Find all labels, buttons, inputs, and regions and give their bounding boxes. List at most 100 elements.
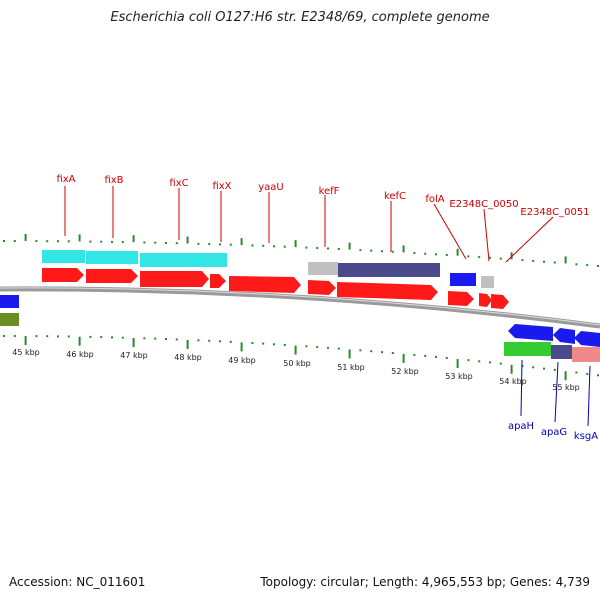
label-kefF: kefF [319, 186, 340, 197]
major-tick [186, 339, 189, 349]
minor-tick [575, 263, 578, 266]
minor-tick [467, 255, 470, 258]
feature-apaH-outer[interactable] [504, 342, 551, 356]
minor-tick [327, 346, 329, 349]
ruler-label-50: 50 kbp [283, 359, 311, 368]
minor-tick [165, 338, 167, 340]
label-kefC: kefC [384, 191, 406, 202]
label-apaG: apaG [541, 427, 567, 438]
feature-kefC-outer[interactable] [338, 263, 440, 277]
genome-summary: Topology: circular; Length: 4,965,553 bp… [260, 575, 590, 589]
minor-tick [575, 371, 578, 374]
cds-0050[interactable] [479, 293, 492, 307]
minor-tick [283, 343, 286, 346]
feature-folA-outer[interactable] [450, 273, 476, 286]
label-fixX: fixX [212, 181, 231, 192]
minor-tick [305, 246, 308, 249]
lower-tick-ring [3, 335, 599, 381]
label-apaH: apaH [508, 421, 534, 432]
cds-fixC[interactable] [140, 271, 209, 287]
label-E2348C_0050: E2348C_0050 [449, 199, 518, 210]
minor-tick [121, 336, 124, 339]
leader-ksgA [587, 365, 591, 427]
minor-tick [208, 339, 211, 342]
ruler-label-52: 52 kbp [391, 367, 419, 376]
feature-kefF-outer[interactable] [308, 262, 338, 275]
major-tick [24, 234, 27, 241]
minor-tick [100, 336, 103, 339]
ruler-label-55: 55 kbp [552, 383, 580, 392]
major-tick [240, 238, 243, 246]
feature-fixA-outer[interactable] [42, 250, 85, 263]
feature-ksgA-outer[interactable] [572, 347, 600, 362]
cds-reverse-2[interactable] [553, 328, 575, 344]
ruler-label-45: 45 kbp [12, 348, 40, 357]
minor-tick [532, 259, 535, 262]
minor-tick [229, 243, 232, 246]
cds-0051[interactable] [491, 294, 509, 309]
minor-tick [111, 336, 113, 339]
major-tick [564, 371, 567, 381]
label-ksgA: ksgA [574, 431, 598, 442]
minor-tick [219, 243, 221, 246]
major-tick [78, 336, 81, 346]
cds-reverse-1[interactable] [508, 324, 553, 341]
minor-tick [197, 242, 200, 245]
minor-tick [478, 256, 481, 259]
label-fixA: fixA [56, 174, 75, 185]
major-tick [456, 248, 459, 256]
major-tick [24, 336, 27, 346]
ruler-label-53: 53 kbp [445, 372, 473, 381]
feature-0050-outer[interactable] [481, 276, 494, 288]
major-tick [348, 349, 351, 359]
cds-yaaU[interactable] [229, 276, 301, 293]
minor-tick [445, 357, 448, 359]
minor-tick [100, 240, 103, 243]
minor-tick [262, 244, 265, 247]
cds-reverse-3[interactable] [574, 331, 600, 347]
cds-fixX[interactable] [210, 274, 226, 288]
minor-tick [445, 254, 448, 256]
feature-left-blue[interactable] [0, 295, 19, 308]
minor-tick [435, 253, 437, 256]
upper-tick-ring [3, 234, 599, 267]
minor-tick [499, 257, 502, 260]
major-tick [294, 345, 297, 355]
cds-fixA[interactable] [42, 268, 84, 282]
minor-tick [121, 241, 124, 244]
map-title: Escherichia coli O127:H6 str. E2348/69, … [110, 10, 490, 25]
minor-tick [67, 240, 70, 243]
minor-tick [143, 337, 146, 340]
feature-left-olive[interactable] [0, 313, 19, 326]
cds-kefC[interactable] [337, 282, 438, 300]
cds-fixB[interactable] [86, 269, 138, 283]
minor-tick [489, 256, 491, 259]
minor-tick [337, 347, 340, 350]
feature-fixB-outer[interactable] [86, 251, 138, 264]
feature-apaG-outer[interactable] [551, 345, 572, 359]
minor-tick [337, 248, 340, 250]
minor-tick [229, 340, 232, 343]
minor-tick [3, 335, 5, 337]
minor-tick [111, 240, 113, 243]
minor-tick [499, 362, 502, 365]
leader-0050 [483, 208, 490, 262]
cds-folA[interactable] [448, 291, 474, 306]
minor-tick [251, 342, 254, 344]
major-tick [78, 234, 81, 242]
label-fixC: fixC [169, 178, 188, 189]
reverse-labels: apaH apaG ksgA [508, 421, 598, 442]
label-fixB: fixB [104, 175, 123, 186]
minor-tick [521, 259, 524, 262]
minor-tick [57, 335, 59, 338]
ruler-label-46: 46 kbp [66, 350, 94, 359]
minor-tick [316, 346, 319, 349]
minor-tick [46, 240, 49, 243]
feature-fixC-outer[interactable] [140, 253, 227, 267]
minor-tick [175, 242, 178, 245]
cds-kefF[interactable] [308, 280, 336, 295]
minor-tick [57, 240, 59, 243]
ruler-labels: 45 kbp 46 kbp 47 kbp 48 kbp 49 kbp 50 kb… [12, 348, 580, 392]
minor-tick [3, 240, 5, 242]
